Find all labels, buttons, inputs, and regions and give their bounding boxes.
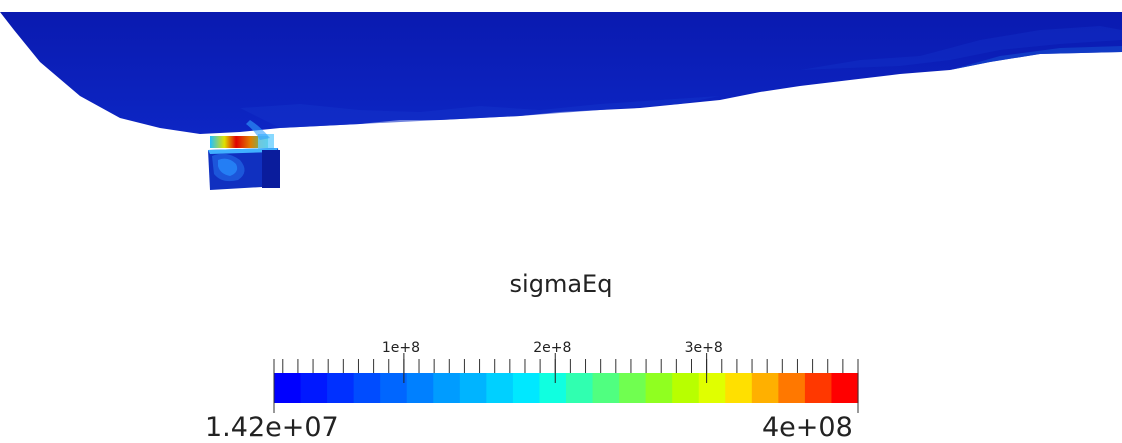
die-block-top xyxy=(208,148,278,154)
legend-tick-label: 1e+8 xyxy=(381,340,421,356)
legend-color-segment xyxy=(804,373,833,403)
legend-color-segment xyxy=(831,373,859,403)
legend-color-segment xyxy=(566,373,594,403)
legend-color-segment xyxy=(353,373,381,403)
legend-color-segment xyxy=(751,373,779,403)
legend-color-segment xyxy=(274,373,302,403)
legend-color-segment xyxy=(672,373,700,403)
legend-color-segment xyxy=(433,373,461,403)
color-legend-bar xyxy=(274,373,859,403)
legend-color-segment xyxy=(380,373,408,403)
legend-color-segment xyxy=(512,373,541,403)
legend-color-segment xyxy=(619,373,647,403)
color-legend-ticks xyxy=(273,353,859,413)
legend-color-segment xyxy=(778,373,806,403)
legend-color-segment xyxy=(645,373,673,403)
legend-tick-label: 2e+8 xyxy=(533,340,572,356)
legend-color-segment xyxy=(300,373,328,403)
legend-color-segment xyxy=(486,373,514,403)
contact-gradient xyxy=(246,120,270,140)
legend-color-segment xyxy=(725,373,753,403)
legend-color-segment xyxy=(459,373,487,403)
die-side xyxy=(262,150,280,188)
legend-tick-label: 3e+8 xyxy=(684,340,723,356)
stress-contour-band xyxy=(800,26,1122,70)
contact-hotspot xyxy=(210,136,268,148)
legend-color-segment xyxy=(406,373,434,403)
legend-color-segment xyxy=(539,373,567,403)
scalar-title: sigmaEq xyxy=(509,270,613,298)
die-contour xyxy=(218,158,238,176)
legend-max-label: 4e+08 xyxy=(762,412,853,443)
stress-contour-band xyxy=(950,46,1122,70)
legend-color-segment xyxy=(327,373,355,403)
legend-color-segment xyxy=(592,373,620,403)
stress-contour-band xyxy=(240,96,720,128)
legend-min-label: 1.42e+07 xyxy=(205,412,339,443)
legend-color-segment xyxy=(698,373,726,403)
stress-body-mesh xyxy=(0,12,1122,134)
